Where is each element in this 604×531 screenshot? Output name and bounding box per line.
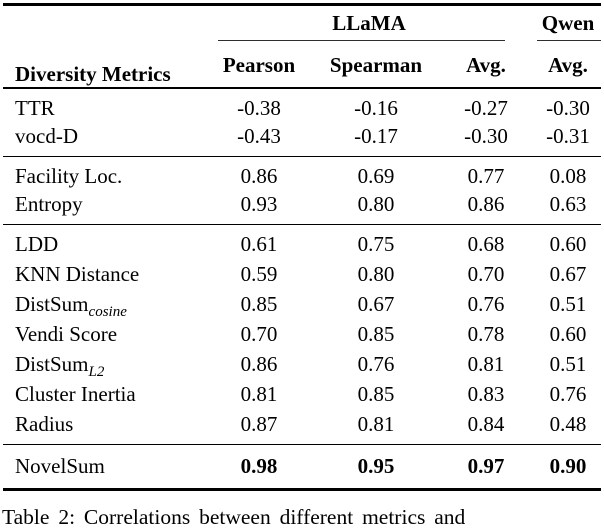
cell-value: -0.30 [546, 96, 590, 120]
cell-value: 0.81 [357, 412, 395, 436]
cell-value: 0.97 [467, 454, 505, 478]
row-label: vocd-D [15, 124, 78, 148]
column-header-llama-avg: Avg. [466, 53, 506, 77]
column-header-qwen-avg: Avg. [548, 53, 588, 77]
cell-value: 0.85 [357, 382, 395, 406]
row-label: TTR [15, 96, 55, 120]
cell-value: 0.08 [549, 164, 587, 188]
diversity-metrics-table: Diversity Metrics LLaMA Qwen Pearson Spe… [3, 3, 601, 491]
cell-value: 0.75 [357, 232, 395, 256]
cell-value: -0.17 [354, 124, 398, 148]
cell-value: 0.76 [467, 292, 505, 316]
table-row: Radius 0.87 0.81 0.84 0.48 [3, 409, 601, 445]
cell-value: 0.61 [240, 232, 278, 256]
header-columns-row: Pearson Spearman Avg. Avg. [3, 44, 601, 88]
cell-value: 0.70 [240, 322, 278, 346]
cell-value: 0.67 [549, 262, 587, 286]
section-novelsum: NovelSum 0.98 0.95 0.97 0.90 [3, 444, 601, 490]
section-distance-metrics: LDD 0.61 0.75 0.68 0.60 KNN Distance 0.5… [3, 224, 601, 445]
cell-value: 0.98 [240, 454, 278, 478]
cell-value: -0.31 [546, 124, 590, 148]
table-header: Diversity Metrics LLaMA Qwen Pearson Spe… [3, 5, 601, 88]
row-label: Cluster Inertia [15, 382, 136, 406]
table-row: KNN Distance 0.59 0.80 0.70 0.67 [3, 259, 601, 289]
label-subscript: L2 [88, 364, 105, 381]
row-label: KNN Distance [15, 262, 140, 286]
column-header-pearson: Pearson [222, 53, 296, 77]
cell-value: 0.93 [240, 192, 278, 216]
table-row: Entropy 0.93 0.80 0.86 0.63 [3, 190, 601, 225]
cell-value: 0.68 [467, 232, 505, 256]
cell-value: 0.86 [240, 352, 278, 376]
cell-value: -0.43 [237, 124, 281, 148]
row-label: DistSumcosine [15, 292, 127, 321]
llama-group-rule [218, 40, 505, 41]
row-label: LDD [15, 232, 59, 256]
table-row: LDD 0.61 0.75 0.68 0.60 [3, 225, 601, 260]
cell-value: 0.51 [549, 292, 587, 316]
cell-value: 0.86 [467, 192, 505, 216]
cell-value: 0.60 [549, 322, 587, 346]
qwen-group-rule [537, 40, 601, 41]
table-row: Vendi Score 0.70 0.85 0.78 0.60 [3, 319, 601, 349]
section-surface-metrics: TTR -0.38 -0.16 -0.27 -0.30 vocd-D -0.43… [3, 88, 601, 157]
row-label: Vendi Score [15, 322, 118, 346]
table-row: TTR -0.38 -0.16 -0.27 -0.30 [3, 88, 601, 122]
cell-value: 0.67 [357, 292, 395, 316]
cell-value: 0.60 [549, 232, 587, 256]
cell-value: -0.38 [237, 96, 281, 120]
cell-value: 0.85 [240, 292, 278, 316]
cell-value: -0.30 [464, 124, 508, 148]
row-label: Entropy [15, 192, 83, 216]
column-header-spearman: Spearman [329, 53, 423, 77]
cell-value: 0.69 [357, 164, 395, 188]
cell-value: 0.48 [549, 412, 587, 436]
cell-value: 0.81 [467, 352, 505, 376]
cell-value: 0.85 [357, 322, 395, 346]
row-group-header: Diversity Metrics [15, 62, 171, 86]
qwen-group-label: Qwen [541, 11, 595, 35]
cell-value: 0.63 [549, 192, 587, 216]
llama-group-label: LLaMA [332, 11, 406, 35]
column-group-llama: LLaMA [203, 5, 535, 45]
table-row-novelsum: NovelSum 0.98 0.95 0.97 0.90 [3, 445, 601, 490]
cell-value: 0.87 [240, 412, 278, 436]
cell-value: 0.76 [357, 352, 395, 376]
cell-value: 0.90 [549, 454, 587, 478]
cell-value: 0.80 [357, 262, 395, 286]
cell-value: 0.81 [240, 382, 278, 406]
cell-value: 0.83 [467, 382, 505, 406]
row-label: NovelSum [15, 454, 105, 478]
column-group-qwen: Qwen [535, 5, 601, 45]
cell-value: 0.76 [549, 382, 587, 406]
header-group-row: Diversity Metrics LLaMA Qwen [3, 5, 601, 86]
cell-value: -0.27 [464, 96, 508, 120]
row-label: Radius [15, 412, 74, 436]
label-subscript: cosine [88, 304, 127, 321]
section-set-metrics: Facility Loc. 0.86 0.69 0.77 0.08 Entrop… [3, 156, 601, 225]
row-label: DistSumL2 [15, 352, 105, 381]
cell-value: 0.77 [467, 164, 505, 188]
cell-value: 0.86 [240, 164, 278, 188]
cell-value: 0.70 [467, 262, 505, 286]
cell-value: 0.78 [467, 322, 505, 346]
cell-value: -0.16 [354, 96, 398, 120]
cell-value: 0.59 [240, 262, 278, 286]
table-row: vocd-D -0.43 -0.17 -0.30 -0.31 [3, 122, 601, 157]
row-label: Facility Loc. [15, 164, 123, 188]
cell-value: 0.80 [357, 192, 395, 216]
cell-value: 0.95 [357, 454, 395, 478]
table-row: DistSumcosine 0.85 0.67 0.76 0.51 [3, 289, 601, 321]
cell-value: 0.51 [549, 352, 587, 376]
table-caption: Table 2: Correlations between different … [2, 505, 466, 529]
table-row: Cluster Inertia 0.81 0.85 0.83 0.76 [3, 379, 601, 409]
table-row: DistSumL2 0.86 0.76 0.81 0.51 [3, 349, 601, 381]
cell-value: 0.84 [467, 412, 505, 436]
table-row: Facility Loc. 0.86 0.69 0.77 0.08 [3, 157, 601, 191]
